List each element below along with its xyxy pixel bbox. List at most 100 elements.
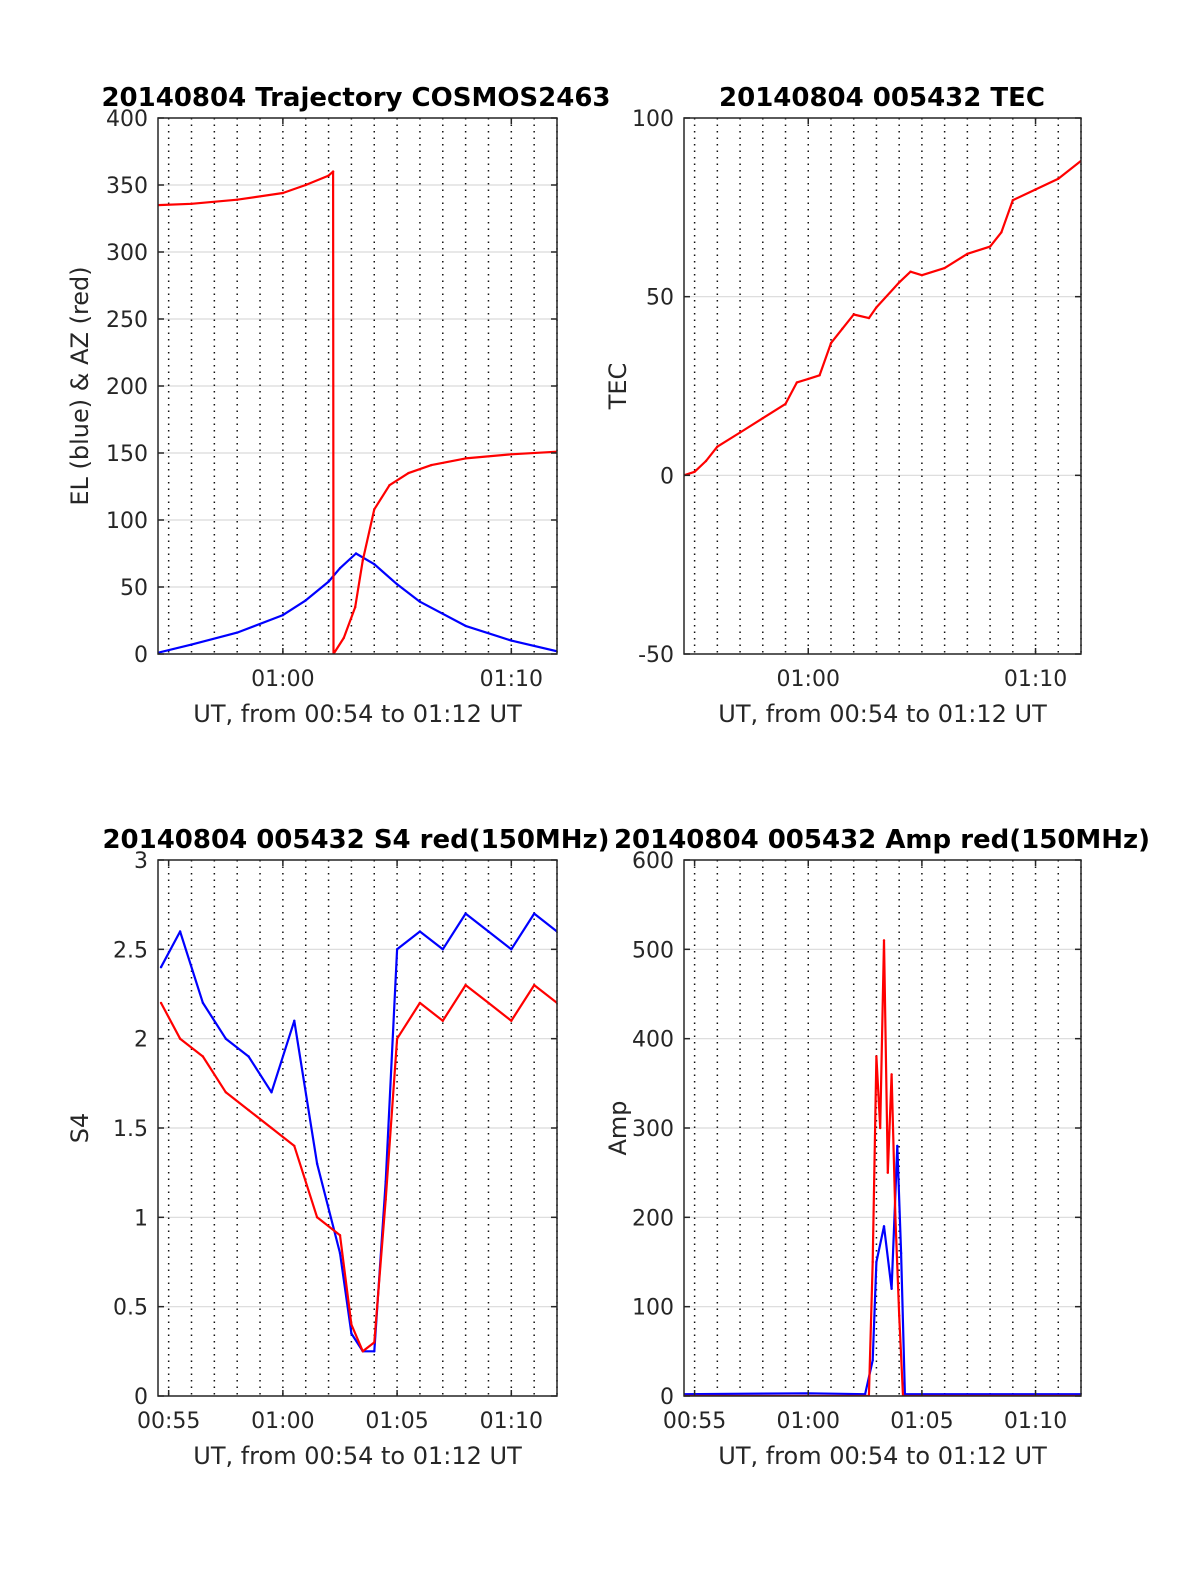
data-point (882, 1225, 886, 1228)
y-tick-label: 1 (134, 1206, 148, 1231)
data-point (704, 459, 708, 463)
data-point (159, 1001, 163, 1005)
data-point (807, 377, 810, 381)
y-tick-label: 200 (632, 1206, 674, 1231)
data-point (407, 471, 410, 475)
data-point (373, 1341, 376, 1344)
data-point (784, 402, 787, 406)
data-point (510, 1019, 513, 1022)
y-axis-label: EL (blue) & AZ (red) (66, 266, 94, 505)
y-tick-label: 0 (134, 1385, 148, 1410)
data-point (898, 281, 901, 284)
axes-box (683, 117, 1082, 655)
y-tick-label: 500 (632, 938, 674, 963)
data-point (270, 1091, 273, 1094)
series-line-1 (158, 552, 557, 654)
data-point (293, 1144, 296, 1148)
data-point (441, 948, 444, 951)
y-tick-label: 400 (106, 107, 148, 132)
data-point (315, 1216, 319, 1219)
data-point (896, 1144, 899, 1148)
data-point (879, 1126, 882, 1130)
x-tick-label: 01:00 (251, 1409, 314, 1434)
data-point (395, 948, 399, 951)
data-point (882, 939, 886, 942)
data-point (293, 1019, 296, 1022)
data-point (875, 306, 878, 309)
data-point (327, 174, 330, 177)
data-point (315, 1162, 319, 1165)
data-point (327, 580, 330, 583)
data-point (943, 266, 946, 270)
data-point (418, 930, 422, 933)
data-point (247, 1055, 250, 1058)
data-point (388, 484, 391, 487)
y-axis-label: S4 (66, 1113, 94, 1144)
data-point (236, 198, 239, 201)
data-point (304, 183, 307, 187)
data-point (510, 639, 513, 642)
series-line-2 (684, 939, 1081, 1396)
data-point (350, 1332, 353, 1335)
data-point (875, 1260, 878, 1264)
data-point (418, 600, 422, 603)
y-tick-label: 2.5 (113, 938, 148, 963)
series-line-1 (684, 1144, 1081, 1396)
data-point (871, 1359, 874, 1362)
data-point (1057, 177, 1060, 180)
data-point (331, 170, 335, 173)
data-point (841, 327, 844, 330)
y-tick-label: 100 (632, 1296, 674, 1321)
x-tick-label: 01:10 (480, 667, 543, 692)
data-point (361, 559, 364, 562)
data-point (487, 930, 490, 933)
data-point (1000, 231, 1003, 234)
chart-panel-1: 0 50 100 150 200 250 300 350 400 01:00 01:10 UT, fr… (66, 83, 611, 728)
data-point (886, 1171, 889, 1174)
y-tick-label: 300 (106, 241, 148, 266)
x-tick-label: 01:10 (1004, 1409, 1067, 1434)
data-point (871, 1260, 874, 1264)
data-point (966, 252, 969, 255)
data-point (190, 202, 193, 205)
data-point (281, 191, 285, 195)
y-tick-label: 100 (632, 107, 674, 132)
data-point (867, 316, 871, 320)
data-point (464, 912, 467, 915)
data-point (903, 1393, 907, 1396)
data-point (890, 1287, 893, 1291)
data-point (270, 1126, 273, 1130)
y-tick-label: 0 (660, 464, 674, 489)
x-tick-label: 01:05 (890, 1409, 953, 1434)
data-point (898, 1314, 901, 1317)
y-axis-label: Amp (604, 1100, 632, 1155)
data-point (761, 417, 764, 420)
data-point (716, 445, 719, 448)
data-point (281, 613, 285, 617)
y-tick-label: 1.5 (113, 1117, 148, 1142)
data-point (875, 1055, 878, 1058)
y-tick-label: -50 (638, 643, 674, 668)
x-tick-label: 01:10 (480, 1409, 543, 1434)
data-point (236, 631, 239, 634)
x-tick-label: 01:05 (365, 1409, 428, 1434)
data-point (247, 1108, 250, 1112)
data-point (510, 948, 513, 951)
data-point (354, 552, 358, 555)
y-tick-label: 100 (106, 509, 148, 534)
data-point (201, 1055, 205, 1058)
y-tick-label: 2 (134, 1028, 148, 1053)
data-point (178, 930, 182, 933)
y-tick-label: 150 (106, 442, 148, 467)
data-point (464, 624, 467, 628)
data-point (441, 1019, 444, 1022)
data-point (304, 599, 307, 602)
data-point (224, 1037, 227, 1040)
y-tick-label: 50 (120, 576, 148, 601)
data-point (373, 563, 376, 566)
y-tick-label: 50 (646, 286, 674, 311)
y-tick-label: 350 (106, 174, 148, 199)
x-tick-label: 01:10 (1004, 667, 1067, 692)
data-point (795, 381, 799, 384)
